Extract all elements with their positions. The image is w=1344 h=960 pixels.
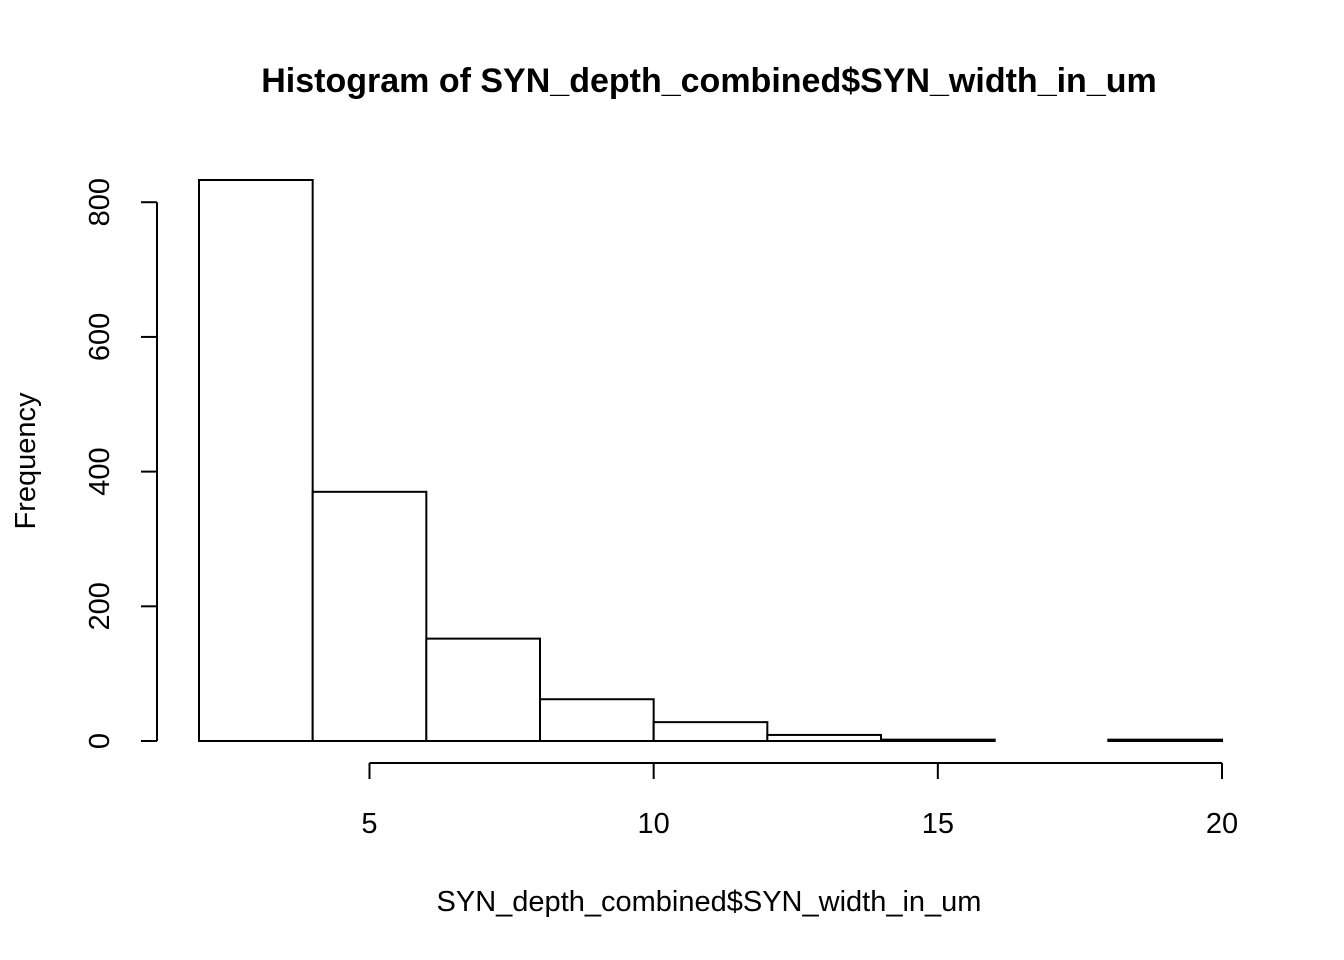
x-tick-label-15: 15 [922, 808, 954, 840]
y-axis: 0 200 400 600 800 [84, 178, 158, 749]
x-tick-label-5: 5 [361, 808, 377, 840]
y-tick-label-0: 0 [84, 733, 116, 749]
histogram-bar-6 [880, 738, 996, 743]
x-tick-label-10: 10 [638, 808, 670, 840]
chart-title: Histogram of SYN_depth_combined$SYN_widt… [261, 62, 1156, 100]
y-tick-label-600: 600 [84, 313, 116, 361]
histogram-bar-5 [766, 733, 883, 743]
histogram-bar-1 [311, 490, 428, 742]
x-tick-label-20: 20 [1206, 808, 1238, 840]
histogram-bar-3 [539, 698, 655, 742]
histogram-bar-8 [1107, 738, 1223, 743]
x-axis-label: SYN_depth_combined$SYN_width_in_um [437, 886, 982, 918]
histogram-bar-4 [652, 721, 769, 743]
histogram-bar-0 [198, 179, 314, 742]
y-tick-label-400: 400 [84, 447, 116, 495]
y-tick-label-200: 200 [84, 582, 116, 630]
histogram-bars [198, 179, 1223, 743]
histogram-bar-2 [425, 637, 541, 743]
y-axis-label: Frequency [10, 392, 42, 530]
y-tick-label-800: 800 [84, 178, 116, 226]
x-axis: 5 10 15 20 [361, 762, 1238, 840]
